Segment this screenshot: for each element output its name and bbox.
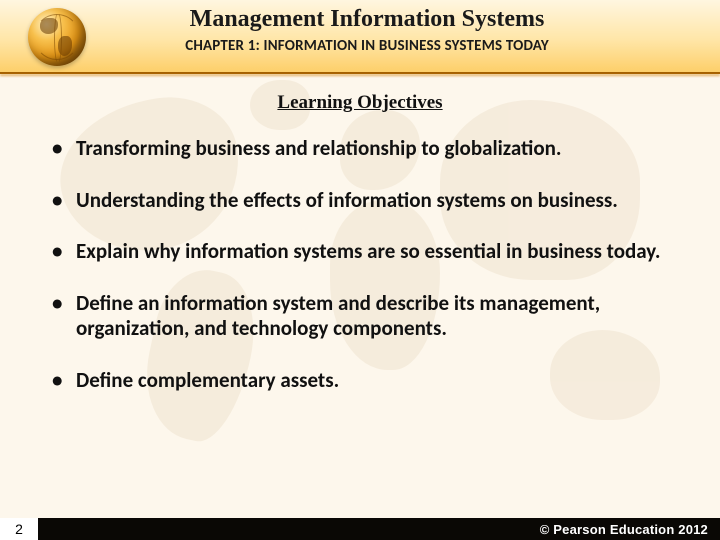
list-item: Understanding the effects of information… [52,188,682,214]
globe-icon [28,8,86,66]
header-text: Management Information Systems CHAPTER 1… [104,0,720,55]
list-item: Define an information system and describ… [52,291,682,342]
slide-footer: 2 © Pearson Education 2012 [0,518,720,540]
chapter-label: CHAPTER 1: INFORMATION IN BUSINESS SYSTE… [104,37,630,55]
list-item: Transforming business and relationship t… [52,136,682,162]
course-title: Management Information Systems [104,6,630,33]
objectives-list: Transforming business and relationship t… [52,136,682,394]
section-title: Learning Objectives [0,92,720,114]
list-item: Explain why information systems are so e… [52,239,682,265]
list-item: Define complementary assets. [52,368,682,394]
page-number: 2 [0,518,38,540]
slide-header: Management Information Systems CHAPTER 1… [0,0,720,74]
content-area: Transforming business and relationship t… [0,114,720,394]
copyright-text: © Pearson Education 2012 [540,522,720,537]
